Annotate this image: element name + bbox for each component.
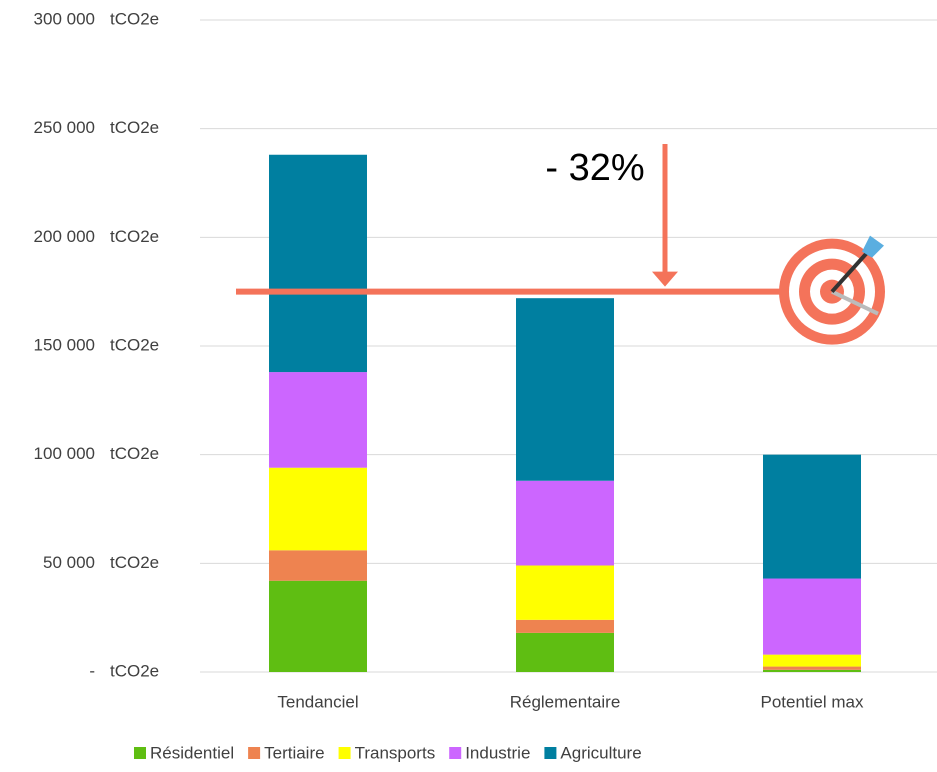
bar-segment [763,454,861,579]
y-tick-unit: tCO2e [110,444,159,463]
legend-swatch [248,747,261,759]
y-tick-unit: tCO2e [110,335,159,354]
legend-swatch [338,747,351,759]
y-tick-unit: tCO2e [110,9,159,28]
y-tick-unit: tCO2e [110,227,159,246]
bar-segment [763,578,861,655]
legend-label: Résidentiel [150,743,234,762]
bar-segment [763,666,861,670]
legend-label: Industrie [465,743,530,762]
target-icon [779,235,885,345]
bar-segment [763,669,861,672]
legend-swatch [544,747,557,759]
legend-label: Transports [355,743,436,762]
bar-segment [516,565,614,620]
x-tick-label: Réglementaire [510,692,621,711]
annotation: - 32% [545,147,644,189]
bar-segment [516,619,614,633]
y-tick-label: - [89,661,95,680]
bar-segment [269,467,367,551]
bar-segment [269,550,367,581]
dart-feather [862,235,884,258]
y-tick-label: 200 000 [34,227,95,246]
x-tick-label: Potentiel max [761,692,864,711]
y-tick-label: 250 000 [34,118,95,137]
bar-segment [763,654,861,667]
legend-swatch [134,747,146,759]
x-tick-label: Tendanciel [277,692,358,711]
y-tick-label: 100 000 [34,444,95,463]
dart-shadow [831,289,879,316]
y-tick-unit: tCO2e [110,553,159,572]
dart [830,250,870,294]
bar-segment [516,480,614,566]
bar-segment [269,372,367,468]
y-tick-unit: tCO2e [110,118,159,137]
bar-segment [269,154,367,373]
arrow-head [652,271,678,287]
bar-segment [516,298,614,481]
legend-swatch [449,747,462,759]
y-tick-label: 50 000 [43,553,95,572]
legend-label: Agriculture [560,743,641,762]
bar-segment [269,580,367,672]
y-tick-label: 300 000 [34,9,95,28]
y-tick-label: 150 000 [34,335,95,354]
bar-segment [516,632,614,672]
y-tick-unit: tCO2e [110,661,159,680]
legend-label: Tertiaire [264,743,324,762]
